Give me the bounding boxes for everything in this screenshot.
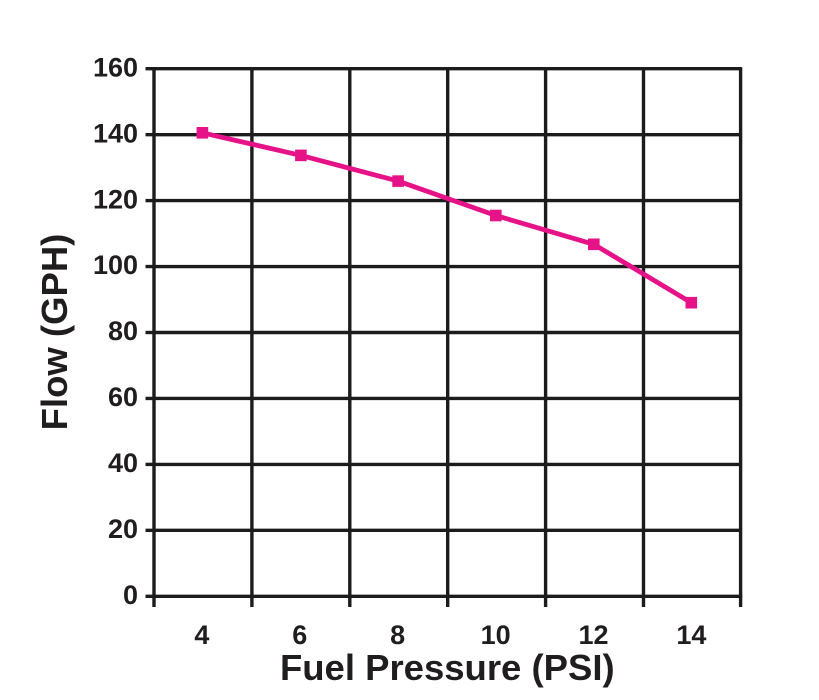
- svg-text:8: 8: [390, 620, 405, 650]
- svg-text:4: 4: [194, 620, 209, 650]
- svg-text:80: 80: [108, 316, 138, 346]
- svg-text:60: 60: [108, 382, 138, 412]
- svg-text:12: 12: [578, 620, 608, 650]
- svg-text:100: 100: [93, 250, 138, 280]
- svg-text:0: 0: [123, 580, 138, 610]
- svg-text:Fuel Pressure (PSI): Fuel Pressure (PSI): [280, 647, 615, 688]
- svg-text:20: 20: [108, 514, 138, 544]
- svg-text:14: 14: [676, 620, 706, 650]
- svg-text:140: 140: [93, 118, 138, 148]
- svg-text:10: 10: [481, 620, 511, 650]
- svg-text:Flow (GPH): Flow (GPH): [34, 234, 75, 431]
- svg-text:120: 120: [93, 184, 138, 214]
- svg-text:6: 6: [292, 620, 307, 650]
- svg-text:160: 160: [93, 52, 138, 82]
- svg-text:40: 40: [108, 448, 138, 478]
